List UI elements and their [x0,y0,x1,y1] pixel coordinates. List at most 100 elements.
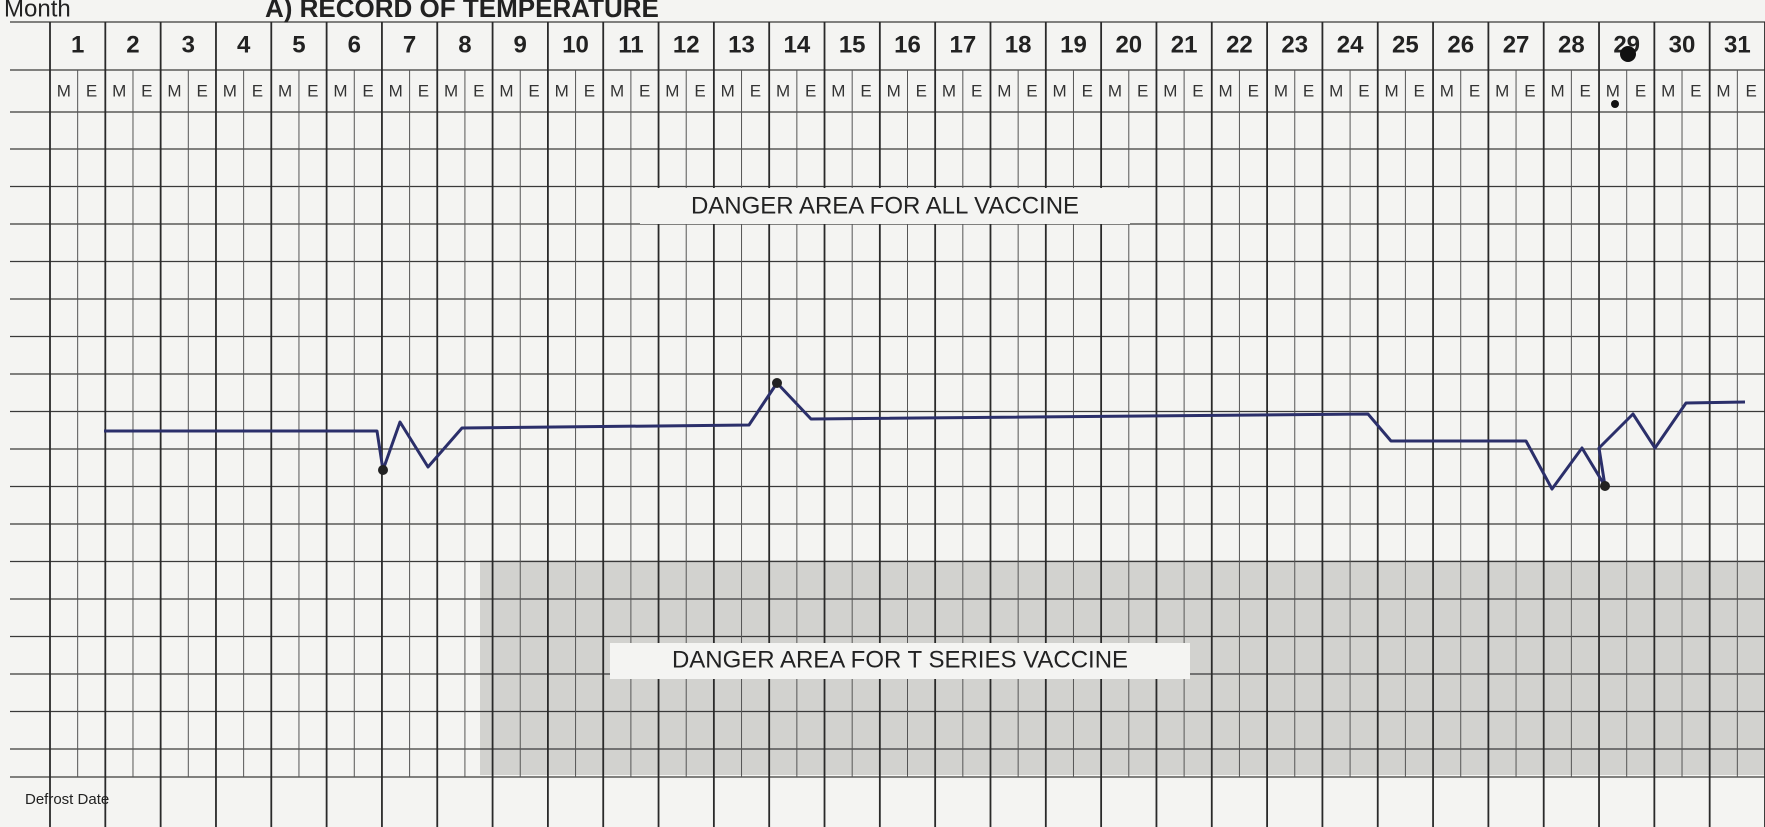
shift-label: M [1329,81,1343,100]
day-number: 11 [618,31,643,58]
shift-label: E [1358,81,1369,100]
shift-label: M [499,81,513,100]
form-title: A) RECORD OF TEMPERATURE [265,0,659,23]
shift-label: E [805,81,816,100]
shift-label: M [333,81,347,100]
day-number: 2 [126,31,139,58]
shift-label: M [555,81,569,100]
shift-label: E [1248,81,1259,100]
shift-label: E [418,81,429,100]
day-number: 21 [1171,31,1198,58]
shift-label: E [1524,81,1535,100]
shift-label: E [1635,81,1646,100]
shift-label: E [1580,81,1591,100]
shift-label: M [1163,81,1177,100]
shift-label: E [750,81,761,100]
shift-label: E [473,81,484,100]
shift-label: E [362,81,373,100]
month-label: Month [4,0,71,22]
day-number: 27 [1503,31,1530,58]
shift-label: M [776,81,790,100]
day-number: 3 [182,31,195,58]
shift-label: E [694,81,705,100]
shift-label: E [639,81,650,100]
day-number: 1 [71,31,84,58]
shift-label: E [860,81,871,100]
day-number: 12 [673,31,700,58]
shift-label: E [196,81,207,100]
trace-dot [772,378,782,388]
shift-label: E [1414,81,1425,100]
shift-label: M [1550,81,1564,100]
shift-label: E [971,81,982,100]
day-number: 31 [1724,31,1751,58]
shift-label: M [1661,81,1675,100]
shift-label: M [887,81,901,100]
shift-label: E [1192,81,1203,100]
shift-label: E [86,81,97,100]
shift-label: M [831,81,845,100]
day-number: 24 [1337,31,1364,58]
day-number: 18 [1005,31,1032,58]
shift-label: M [389,81,403,100]
shift-label: M [721,81,735,100]
day-number: 22 [1226,31,1253,58]
day-number: 20 [1115,31,1142,58]
shift-label: M [1716,81,1730,100]
shift-label: M [1384,81,1398,100]
trace-dot [378,465,388,475]
day-number: 5 [292,31,305,58]
shift-label: E [1137,81,1148,100]
shift-label: E [1690,81,1701,100]
shift-label: M [278,81,292,100]
day-number: 7 [403,31,416,58]
shift-label: M [997,81,1011,100]
day-number: 16 [894,31,921,58]
day-number: 4 [237,31,251,58]
day-number: 14 [784,31,811,58]
shift-label: M [1219,81,1233,100]
trace-dot [1600,481,1610,491]
shift-label: E [1303,81,1314,100]
shift-label: M [1108,81,1122,100]
day-number: 17 [949,31,976,58]
zone-label-bg [610,643,1190,679]
day-number: 15 [839,31,866,58]
shift-label: M [942,81,956,100]
shift-label: M [444,81,458,100]
day-number: 9 [514,31,527,58]
upper-zone-label: DANGER AREA FOR ALL VACCINE [691,192,1079,219]
zone-label-bg [640,188,1130,224]
day-number: 30 [1669,31,1696,58]
shift-label: E [252,81,263,100]
ink-dot [1620,46,1636,62]
shift-label: M [112,81,126,100]
shift-label: M [1053,81,1067,100]
shift-label: E [584,81,595,100]
shift-label: M [57,81,71,100]
shift-label: E [1469,81,1480,100]
shift-label: E [1026,81,1037,100]
day-number: 26 [1447,31,1474,58]
defrost-label: Defrost Date [25,791,109,808]
day-number: 13 [728,31,755,58]
shift-label: M [1495,81,1509,100]
ink-dot [1611,100,1619,108]
shift-label: M [665,81,679,100]
day-number: 25 [1392,31,1419,58]
shift-label: E [528,81,539,100]
day-number: 10 [562,31,589,58]
day-number: 23 [1281,31,1308,58]
shift-label: E [1745,81,1756,100]
shift-label: E [1082,81,1093,100]
lower-zone-label: DANGER AREA FOR T SERIES VACCINE [672,646,1128,673]
day-number: 19 [1060,31,1087,58]
day-number: 6 [348,31,361,58]
shift-label: M [223,81,237,100]
shift-label: M [1274,81,1288,100]
shift-label: M [610,81,624,100]
shift-label: E [307,81,318,100]
shift-label: M [167,81,181,100]
